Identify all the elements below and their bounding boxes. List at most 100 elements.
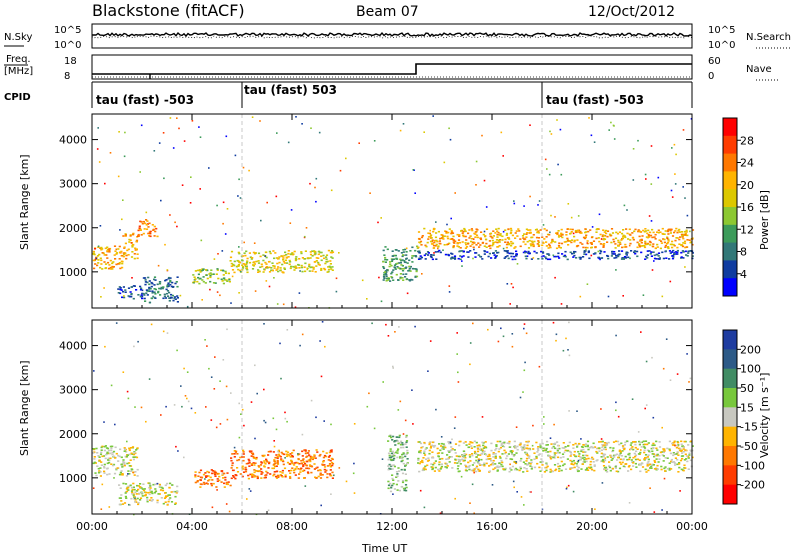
echo-cell xyxy=(565,231,568,233)
echo-cell xyxy=(418,250,421,252)
echo-cell xyxy=(315,449,318,451)
echo-cell xyxy=(163,177,165,180)
echo-cell xyxy=(523,233,526,235)
echo-cell xyxy=(541,244,544,247)
echo-cell xyxy=(408,265,411,268)
echo-cell xyxy=(671,442,674,445)
echo-cell xyxy=(225,135,228,138)
echo-cell xyxy=(396,489,399,491)
echo-cell xyxy=(158,483,161,486)
echo-cell xyxy=(282,460,285,463)
echo-cell xyxy=(390,276,393,278)
echo-cell xyxy=(617,239,620,242)
echo-cell xyxy=(154,490,158,493)
echo-cell xyxy=(429,240,433,243)
echo-cell xyxy=(508,440,511,443)
echo-cell xyxy=(651,236,654,239)
cpid-panel: CPID tau (fast) -503 tau (fast) 503 tau … xyxy=(4,81,693,108)
echo-cell xyxy=(447,450,450,452)
echo-cell xyxy=(668,258,671,260)
echo-cell xyxy=(597,237,600,239)
echo-cell xyxy=(421,235,424,237)
echo-cell xyxy=(417,246,420,249)
echo-cell xyxy=(435,243,438,246)
echo-cell xyxy=(506,241,509,244)
echo-cell xyxy=(555,232,558,234)
echo-cell xyxy=(579,230,582,233)
echo-cell xyxy=(401,472,405,475)
echo-cell xyxy=(654,454,657,457)
echo-cell xyxy=(656,453,659,456)
echo-cell xyxy=(388,454,391,457)
echo-cell xyxy=(193,280,196,283)
echo-cell xyxy=(237,260,240,262)
echo-cell xyxy=(637,230,640,233)
echo-cell xyxy=(651,444,654,447)
echo-cell xyxy=(670,251,673,253)
echo-cell xyxy=(529,195,531,198)
echo-cell xyxy=(678,238,681,241)
echo-cell xyxy=(468,454,471,456)
echo-cell xyxy=(211,479,214,481)
echo-cell xyxy=(204,269,208,271)
echo-cell xyxy=(606,468,609,471)
echo-cell xyxy=(223,482,226,485)
colorbar-tick-label: 24 xyxy=(740,157,754,170)
echo-cell xyxy=(251,453,254,455)
echo-cell xyxy=(665,338,668,340)
echo-cell xyxy=(595,447,599,450)
echo-cell xyxy=(124,234,127,236)
echo-cell xyxy=(399,267,402,270)
echo-cell xyxy=(677,454,680,456)
echo-cell xyxy=(141,495,144,497)
echo-cell xyxy=(224,233,227,235)
echo-cell xyxy=(477,454,480,456)
echo-cell xyxy=(323,466,327,468)
echo-cell xyxy=(382,381,384,383)
echo-cell xyxy=(436,447,439,450)
echo-cell xyxy=(186,397,188,400)
echo-cell xyxy=(509,458,512,460)
echo-cell xyxy=(369,192,371,194)
echo-cell xyxy=(176,117,178,119)
echo-cell xyxy=(125,451,128,453)
echo-cell xyxy=(130,497,133,500)
nsky-panel: N.Sky 10^5 10^0 10^5 10^0 N.Search xyxy=(4,23,792,51)
echo-cell xyxy=(245,261,249,264)
echo-cell xyxy=(496,233,499,236)
echo-cell xyxy=(551,240,555,243)
echo-cell xyxy=(456,245,459,247)
echo-cell xyxy=(260,263,263,266)
echo-cell xyxy=(634,458,638,461)
echo-cell xyxy=(174,490,177,493)
echo-cell xyxy=(114,423,116,426)
echo-cell xyxy=(108,249,111,252)
echo-cell xyxy=(275,475,278,478)
echo-cell xyxy=(248,465,251,467)
echo-cell xyxy=(128,238,131,241)
echo-cell xyxy=(420,244,423,246)
echo-cell xyxy=(584,445,587,448)
echo-cell xyxy=(610,255,613,257)
echo-cell xyxy=(579,256,582,259)
echo-cell xyxy=(159,294,162,296)
echo-cell xyxy=(146,499,149,501)
echo-cell xyxy=(285,253,288,256)
echo-cell xyxy=(361,279,364,282)
echo-cell xyxy=(449,450,452,452)
echo-cell xyxy=(652,251,655,253)
echo-cell xyxy=(240,413,242,415)
echo-cell xyxy=(672,454,675,457)
echo-cell xyxy=(468,456,472,458)
colorbar-tick-label: 200 xyxy=(740,343,761,356)
nsearch-tick-top: 10^5 xyxy=(708,25,735,36)
echo-cell xyxy=(447,457,450,459)
echo-cell xyxy=(166,290,170,292)
echo-cell xyxy=(524,255,527,258)
echo-cell xyxy=(603,231,606,233)
echo-cell xyxy=(295,258,298,261)
echo-cell xyxy=(314,457,317,459)
echo-cell xyxy=(233,446,236,449)
echo-cell xyxy=(117,454,120,457)
echo-cell xyxy=(620,258,624,260)
